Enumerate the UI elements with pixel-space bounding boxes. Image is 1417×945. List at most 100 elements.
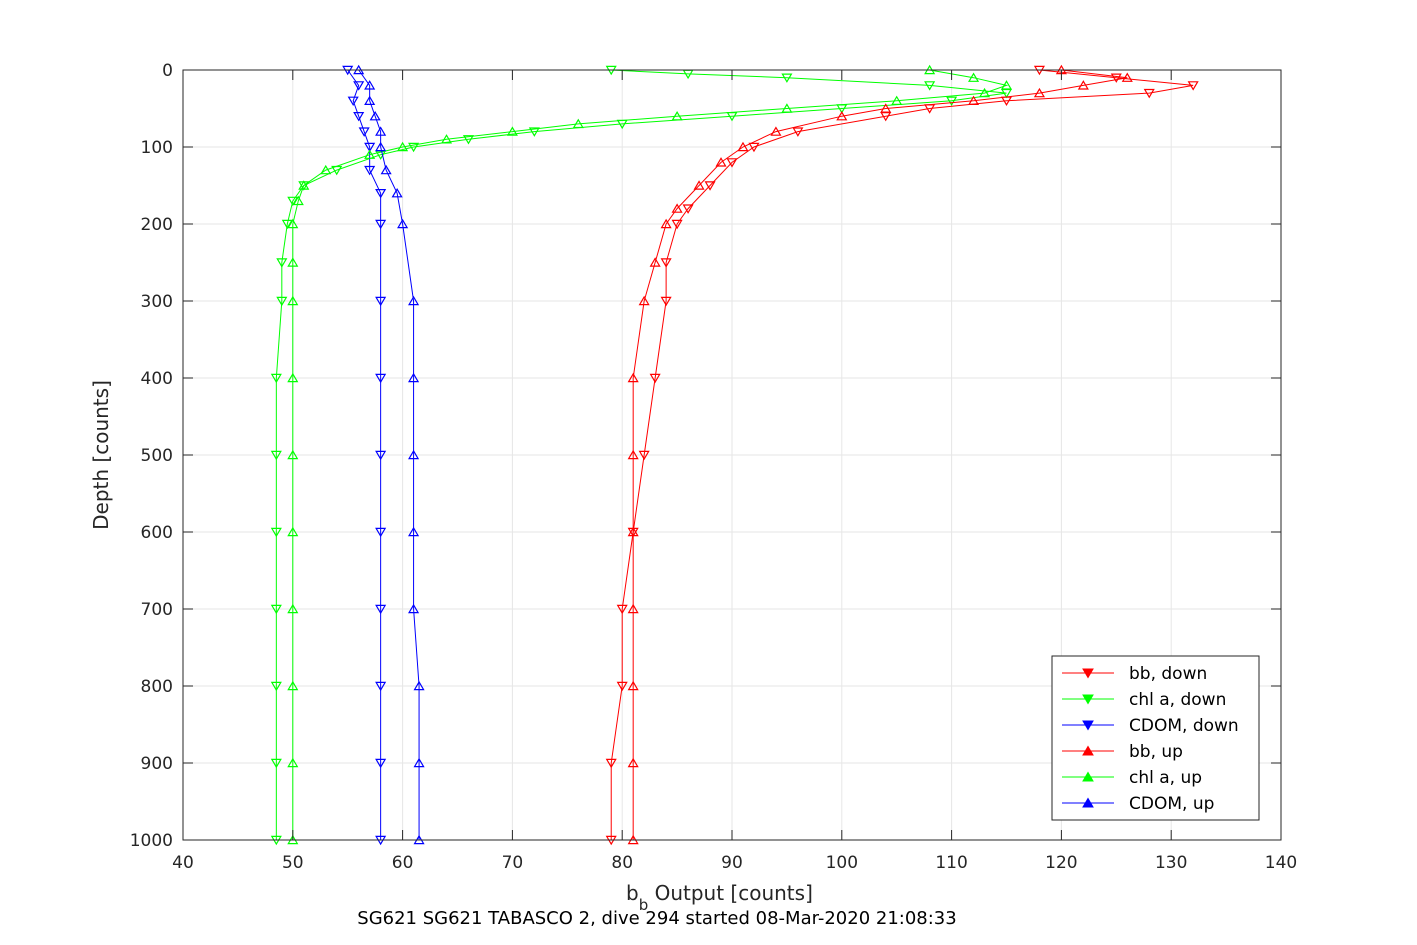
data-point bbox=[748, 142, 760, 153]
data-point bbox=[375, 189, 387, 199]
legend-marker bbox=[1082, 694, 1094, 705]
data-point bbox=[528, 127, 540, 137]
legend-label: chl a, down bbox=[1129, 690, 1226, 710]
data-point bbox=[704, 181, 716, 191]
data-point bbox=[380, 164, 392, 175]
x-tick-label: 100 bbox=[826, 853, 858, 873]
data-point bbox=[375, 126, 387, 136]
data-point bbox=[880, 103, 892, 113]
legend: bb, down chl a, down CDOM, down bb, up chl a… bbox=[1051, 655, 1260, 821]
data-point bbox=[287, 680, 299, 691]
data-point bbox=[375, 681, 387, 692]
legend-marker bbox=[1082, 797, 1094, 808]
data-point bbox=[627, 757, 639, 768]
data-point bbox=[770, 126, 782, 136]
series-line bbox=[610, 69, 1194, 840]
legend-marker bbox=[1082, 745, 1094, 756]
legend-marker bbox=[1082, 720, 1094, 731]
legend-marker bbox=[1082, 668, 1094, 679]
data-point bbox=[270, 373, 282, 384]
y-tick-label: 800 bbox=[141, 677, 173, 697]
data-point bbox=[627, 680, 639, 691]
data-point bbox=[792, 127, 804, 137]
data-point bbox=[287, 603, 299, 614]
data-point bbox=[649, 373, 661, 384]
data-point bbox=[287, 526, 299, 537]
x-axis-label: bb Output [counts] bbox=[626, 881, 813, 914]
data-point bbox=[353, 81, 365, 91]
data-point bbox=[408, 603, 420, 614]
y-tick-label: 100 bbox=[141, 138, 173, 158]
data-point bbox=[506, 126, 518, 136]
data-point bbox=[968, 72, 980, 82]
data-point bbox=[605, 758, 617, 769]
data-point bbox=[270, 604, 282, 615]
data-point bbox=[397, 218, 409, 229]
y-tick-label: 600 bbox=[141, 523, 173, 543]
data-point bbox=[978, 87, 991, 98]
legend-marker bbox=[1082, 771, 1094, 782]
series-line bbox=[292, 69, 1009, 840]
x-tick-label: 80 bbox=[611, 853, 633, 873]
data-point bbox=[660, 258, 672, 268]
data-point bbox=[270, 681, 282, 692]
data-point bbox=[627, 526, 639, 537]
data-traces bbox=[270, 64, 1199, 846]
x-axis-label-rest: Output [counts] bbox=[648, 881, 813, 905]
data-point bbox=[287, 372, 299, 383]
data-point bbox=[968, 95, 980, 106]
data-point bbox=[638, 295, 650, 306]
data-point bbox=[1000, 80, 1013, 90]
x-axis-ticks: 40 50 60 70 80 90 100 110 120 130 140 bbox=[172, 70, 1297, 873]
data-point bbox=[946, 96, 958, 107]
data-point bbox=[1121, 72, 1133, 82]
data-point bbox=[270, 527, 282, 538]
series-line bbox=[358, 69, 420, 840]
series-line bbox=[347, 69, 382, 840]
data-point bbox=[375, 604, 387, 615]
figure-caption: SG621 SG621 TABASCO 2, dive 294 started … bbox=[357, 908, 956, 929]
x-tick-label: 90 bbox=[721, 853, 743, 873]
data-point bbox=[287, 449, 299, 460]
series-3 bbox=[627, 64, 1133, 845]
data-point bbox=[627, 449, 639, 460]
data-point bbox=[270, 450, 282, 461]
data-point bbox=[638, 450, 650, 461]
data-point bbox=[375, 296, 387, 307]
x-tick-label: 120 bbox=[1045, 853, 1077, 873]
y-tick-label: 700 bbox=[141, 600, 173, 620]
x-tick-label: 110 bbox=[935, 853, 967, 873]
data-point bbox=[364, 142, 376, 153]
data-point bbox=[375, 758, 387, 769]
data-point bbox=[375, 141, 387, 152]
y-tick-label: 1000 bbox=[130, 831, 173, 851]
series-5 bbox=[353, 64, 425, 845]
data-point bbox=[1143, 88, 1155, 99]
x-tick-label: 50 bbox=[282, 853, 304, 873]
data-point bbox=[397, 141, 409, 152]
data-point bbox=[1077, 80, 1089, 90]
data-point bbox=[353, 111, 365, 122]
x-axis-label-main: b bbox=[626, 881, 639, 905]
data-point bbox=[413, 757, 425, 768]
data-point bbox=[292, 195, 304, 206]
series-4 bbox=[287, 64, 1013, 845]
data-point bbox=[616, 604, 628, 615]
series-2 bbox=[342, 65, 387, 846]
data-point bbox=[375, 527, 387, 538]
y-tick-label: 500 bbox=[141, 446, 173, 466]
data-point bbox=[408, 295, 420, 306]
data-point bbox=[671, 110, 683, 121]
data-point bbox=[375, 373, 387, 384]
legend-label: CDOM, up bbox=[1129, 794, 1214, 814]
x-tick-label: 60 bbox=[392, 853, 414, 873]
data-point bbox=[1110, 73, 1122, 83]
data-point bbox=[660, 218, 672, 229]
y-axis-ticks: 0 100 200 300 400 500 600 700 800 900 1000 bbox=[130, 61, 1281, 851]
y-tick-label: 200 bbox=[141, 215, 173, 235]
y-tick-label: 300 bbox=[141, 292, 173, 312]
legend-box bbox=[1051, 655, 1260, 821]
data-point bbox=[364, 95, 376, 106]
data-point bbox=[1187, 81, 1199, 91]
